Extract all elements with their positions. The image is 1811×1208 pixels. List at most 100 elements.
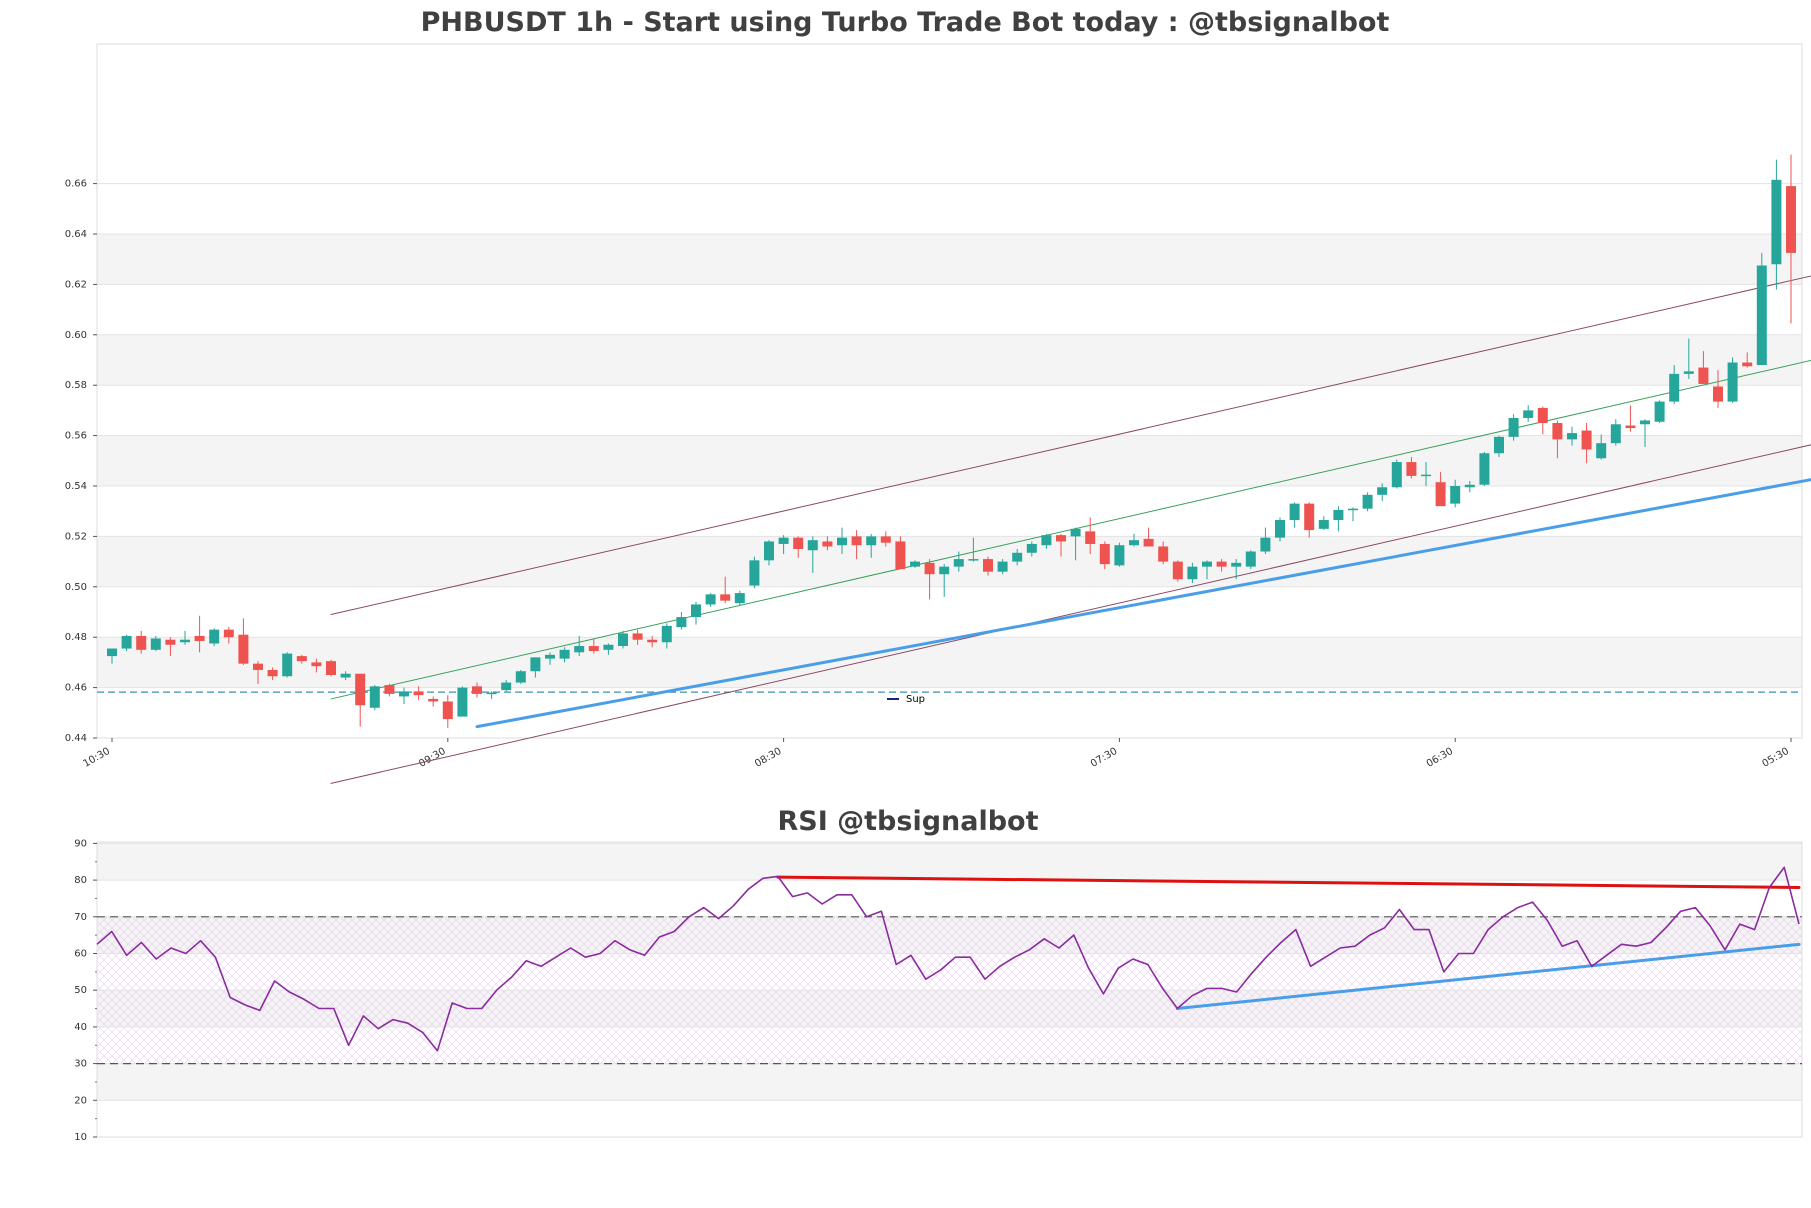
candle-body bbox=[1450, 486, 1461, 504]
price-band bbox=[97, 334, 1802, 386]
candle bbox=[326, 659, 336, 677]
channel-middle bbox=[330, 359, 1811, 700]
rsi-chart-title: RSI @tbsignalbot bbox=[777, 806, 1038, 837]
candle bbox=[618, 630, 628, 649]
candle-body bbox=[209, 629, 220, 644]
candle bbox=[340, 671, 351, 681]
price-x-tick-label: 06:30 bbox=[1425, 746, 1455, 770]
candle bbox=[1523, 405, 1534, 422]
candle-body bbox=[1727, 362, 1738, 402]
candle bbox=[559, 647, 570, 663]
candle bbox=[866, 533, 877, 558]
candle bbox=[1552, 420, 1563, 459]
candle bbox=[778, 535, 789, 555]
price-y-tick-label: 0.44 bbox=[65, 733, 87, 744]
price-band bbox=[97, 435, 1802, 486]
candle-body bbox=[1377, 487, 1388, 495]
rsi-y-tick-label: 60 bbox=[74, 949, 87, 960]
candle bbox=[1041, 533, 1052, 549]
candle bbox=[1713, 370, 1723, 408]
candle-body bbox=[632, 633, 643, 640]
candle bbox=[369, 685, 380, 711]
candle bbox=[384, 683, 395, 697]
candle-body bbox=[588, 646, 599, 652]
candle bbox=[1567, 426, 1577, 446]
candle-body bbox=[1041, 535, 1052, 546]
price-y-tick-label: 0.54 bbox=[65, 481, 87, 492]
candle bbox=[150, 635, 161, 652]
candle-body bbox=[1099, 543, 1110, 565]
rsi-line bbox=[96, 866, 1800, 1052]
candle-body bbox=[983, 559, 993, 572]
candle-body bbox=[895, 541, 906, 570]
price-band-top bbox=[97, 44, 1802, 184]
candle bbox=[1129, 533, 1139, 547]
candle bbox=[997, 559, 1008, 575]
candle-body bbox=[121, 635, 132, 649]
candle bbox=[691, 601, 701, 625]
candle bbox=[1537, 406, 1548, 435]
candle bbox=[924, 559, 935, 600]
candle-body bbox=[837, 537, 847, 546]
candle-body bbox=[603, 644, 614, 650]
candle bbox=[413, 686, 424, 701]
rsi-y-tick-label: 50 bbox=[74, 985, 87, 996]
candle bbox=[603, 643, 614, 655]
candle-body bbox=[1056, 535, 1066, 542]
price-legend: Sup bbox=[887, 694, 925, 705]
candle-body bbox=[296, 656, 307, 662]
price-band bbox=[97, 637, 1802, 688]
rsi-support-trend bbox=[1175, 942, 1801, 1011]
candle-body bbox=[997, 561, 1008, 572]
candle bbox=[968, 537, 979, 562]
trend-lines bbox=[97, 275, 1811, 784]
candle-body bbox=[1567, 433, 1577, 440]
candle bbox=[515, 669, 526, 684]
candle bbox=[267, 667, 278, 681]
price-y-tick-label: 0.60 bbox=[65, 330, 87, 341]
candle bbox=[121, 634, 132, 652]
candle bbox=[1421, 462, 1431, 486]
candle-body bbox=[428, 698, 439, 702]
price-y-tick-label: 0.56 bbox=[65, 431, 87, 442]
legend-sup-label: Sup bbox=[906, 694, 925, 705]
candle bbox=[296, 654, 307, 664]
rsi-y-tick-label: 20 bbox=[74, 1095, 87, 1106]
candle-body bbox=[1260, 537, 1271, 552]
candle bbox=[1450, 479, 1461, 508]
candle bbox=[501, 680, 512, 692]
candle bbox=[1289, 502, 1300, 528]
candle bbox=[895, 536, 906, 570]
candle-body bbox=[764, 541, 774, 561]
candle-body bbox=[1216, 561, 1227, 567]
candle-body bbox=[778, 537, 789, 544]
candle-body bbox=[1129, 540, 1139, 546]
candle-body bbox=[1610, 424, 1621, 444]
candle bbox=[428, 696, 439, 707]
candle bbox=[399, 687, 409, 704]
candle-body bbox=[340, 673, 351, 678]
candle-body bbox=[793, 537, 804, 549]
candle-body bbox=[1596, 443, 1607, 459]
candle-body bbox=[1143, 538, 1154, 547]
candle bbox=[1771, 159, 1782, 290]
candle bbox=[1070, 527, 1081, 561]
candle-body bbox=[1479, 453, 1490, 485]
candle bbox=[807, 536, 818, 573]
candle bbox=[1216, 559, 1227, 572]
candle-body bbox=[267, 669, 278, 677]
candle bbox=[793, 536, 804, 558]
price-y-tick-label: 0.64 bbox=[65, 229, 87, 240]
candle-body bbox=[866, 536, 877, 546]
candle-body bbox=[150, 638, 161, 650]
candle-body bbox=[1333, 509, 1344, 521]
candle-body bbox=[238, 634, 249, 664]
candle-body bbox=[1231, 562, 1242, 567]
price-chart-title: PHBUSDT 1h - Start using Turbo Trade Bot… bbox=[421, 7, 1390, 38]
candle bbox=[632, 629, 643, 645]
candle bbox=[1260, 527, 1271, 555]
candle-body bbox=[1026, 543, 1037, 553]
rsi-band bbox=[97, 1063, 1802, 1101]
candle bbox=[136, 630, 147, 654]
rsi-y-tick-label: 80 bbox=[74, 875, 87, 886]
